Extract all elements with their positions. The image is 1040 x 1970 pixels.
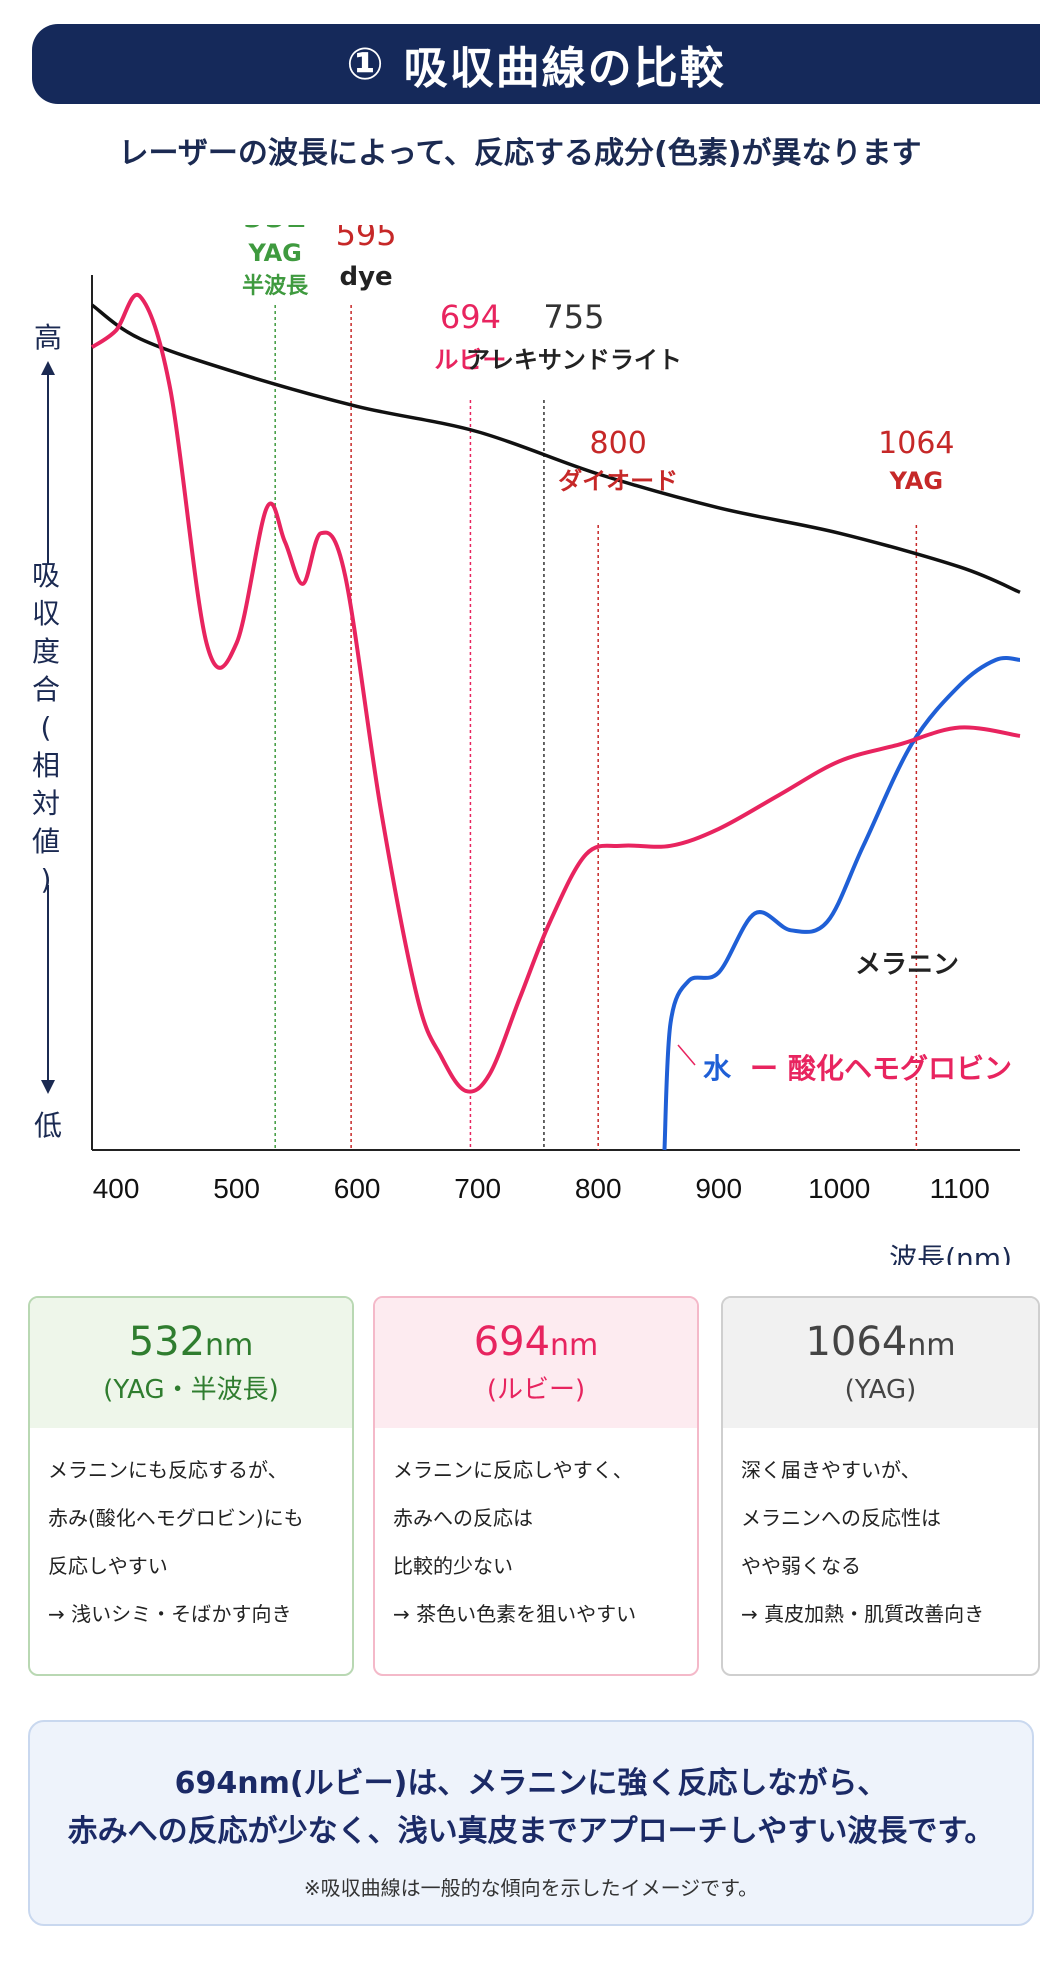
card-1064-type: (YAG): [844, 1375, 917, 1405]
card-532-line: 赤み(酸化ヘモグロビン)にも: [48, 1506, 304, 1530]
marker-value-532: 532: [243, 225, 308, 236]
card-532-header: 532nm (YAG・半波長): [30, 1298, 352, 1428]
y-high-label: 高: [34, 321, 62, 354]
x-tick-label: 700: [454, 1173, 501, 1204]
summary-line-2: 赤みへの反応が少なく、浅い真皮までアプローチしやすい波長です。: [67, 1814, 995, 1849]
card-694-line: 比較的少ない: [393, 1554, 513, 1578]
x-tick-label: 500: [213, 1173, 260, 1204]
card-532-wavelength: 532nm: [129, 1318, 254, 1370]
marker-label-694: ルビー: [434, 346, 506, 374]
series-label-connector: ー: [750, 1052, 778, 1085]
card-532-line: → 浅いシミ・そばかす向き: [48, 1602, 292, 1626]
marker-label-595: dye: [340, 262, 393, 292]
x-tick-label: 1000: [808, 1173, 870, 1204]
series-line-1: [662, 656, 1021, 1151]
marker-label-532: YAG: [248, 239, 302, 267]
card-1064-header: 1064nm (YAG): [723, 1298, 1038, 1428]
card-1064-body: 深く届きやすいが、 メラニンへの反応性は やや弱くなる → 真皮加熱・肌質改善向…: [723, 1428, 1038, 1638]
card-1064-value: 1064: [805, 1319, 908, 1365]
chart-labels: 532 YAG 半波長 595 dye 694 ルビー 755 アレキサンドライト 800 ダイオー…: [242, 225, 1012, 1085]
card-694-value: 694: [473, 1319, 551, 1365]
title-banner: ① 吸収曲線の比較: [32, 24, 1040, 104]
x-axis-label: 波長(nm): [889, 1242, 1012, 1265]
marker-label-1064: YAG: [889, 467, 943, 495]
card-694-type: (ルビー): [486, 1375, 586, 1405]
marker-value-800: 800: [590, 426, 647, 461]
card-1064: 1064nm (YAG) 深く届きやすいが、 メラニンへの反応性は やや弱くなる…: [721, 1296, 1040, 1676]
title-number: ①: [346, 38, 386, 90]
marker-value-1064: 1064: [878, 426, 954, 461]
card-532: 532nm (YAG・半波長) メラニンにも反応するが、 赤み(酸化ヘモグロビン…: [28, 1296, 354, 1676]
card-694-line: → 茶色い色素を狙いやすい: [393, 1602, 637, 1626]
card-694-body: メラニンに反応しやすく、 赤みへの反応は 比較的少ない → 茶色い色素を狙いやす…: [375, 1428, 697, 1638]
summary-note: ※吸収曲線は一般的な傾向を示したイメージです。: [303, 1876, 759, 1900]
card-1064-unit: nm: [907, 1328, 956, 1363]
series-label-leader: [677, 1044, 696, 1066]
x-tick-label: 1100: [930, 1173, 990, 1204]
card-694-wavelength: 694nm: [474, 1318, 599, 1370]
x-tick-label: 900: [695, 1173, 742, 1204]
card-694-line: メラニンに反応しやすく、: [393, 1458, 633, 1482]
x-tick-label: 400: [93, 1173, 140, 1204]
card-694-unit: nm: [550, 1328, 599, 1363]
wavelength-markers: [274, 305, 918, 1150]
y-low-label: 低: [34, 1109, 62, 1142]
card-1064-line: 深く届きやすいが、: [741, 1458, 921, 1482]
card-532-value: 532: [128, 1319, 206, 1365]
marker-value-755: 755: [543, 298, 604, 336]
card-694-header: 694nm (ルビー): [375, 1298, 697, 1428]
card-532-line: 反応しやすい: [48, 1554, 168, 1578]
marker-label-755: アレキサンドライト: [466, 346, 682, 374]
card-1064-line: メラニンへの反応性は: [741, 1506, 941, 1530]
arrow-down-icon: [41, 1080, 55, 1094]
card-694: 694nm (ルビー) メラニンに反応しやすく、 赤みへの反応は 比較的少ない …: [373, 1296, 699, 1676]
marker-label-800: ダイオード: [558, 467, 678, 495]
series-line-0: [90, 303, 1021, 594]
y-axis-label: 吸収度合(相対値): [32, 559, 64, 896]
series-line-2: [90, 292, 1021, 1094]
marker-value-595: 595: [336, 225, 397, 253]
x-tick-label: 600: [334, 1173, 381, 1204]
page-subtitle: レーザーの波長によって、反応する成分(色素)が異なります: [118, 136, 922, 171]
page-title: 吸収曲線の比較: [403, 43, 726, 94]
x-tick-label: 800: [575, 1173, 622, 1204]
marker-sublabel-532: 半波長: [242, 274, 309, 299]
card-532-unit: nm: [205, 1328, 254, 1363]
card-694-line: 赤みへの反応は: [393, 1506, 533, 1530]
series-label-water: 水: [703, 1052, 732, 1085]
card-532-line: メラニンにも反応するが、: [48, 1458, 288, 1482]
series-label-melanin: メラニン: [855, 950, 959, 980]
marker-value-694: 694: [440, 298, 501, 336]
card-532-body: メラニンにも反応するが、 赤み(酸化ヘモグロビン)にも 反応しやすい → 浅いシ…: [30, 1428, 352, 1638]
card-532-type: (YAG・半波長): [103, 1375, 279, 1405]
arrow-up-icon: [41, 361, 55, 375]
card-1064-line: → 真皮加熱・肌質改善向き: [741, 1602, 985, 1626]
series-label-hemoglobin: 酸化ヘモグロビン: [788, 1052, 1012, 1085]
summary-line-1: 694nm(ルビー)は、メラニンに強く反応しながら、: [174, 1766, 888, 1801]
summary-box: 694nm(ルビー)は、メラニンに強く反応しながら、 赤みへの反応が少なく、浅い…: [28, 1720, 1034, 1926]
chart-series: [90, 292, 1021, 1151]
absorption-chart: 400 500 600 700 800 900 1000 1100 波長(nm) 高低 吸収度合(相…: [32, 225, 1021, 1265]
chart-axes: 400 500 600 700 800 900 1000 1100 波長(nm) 高低 吸収度合(相…: [32, 275, 1020, 1265]
card-1064-wavelength: 1064nm: [805, 1318, 955, 1370]
card-1064-line: やや弱くなる: [741, 1554, 861, 1578]
